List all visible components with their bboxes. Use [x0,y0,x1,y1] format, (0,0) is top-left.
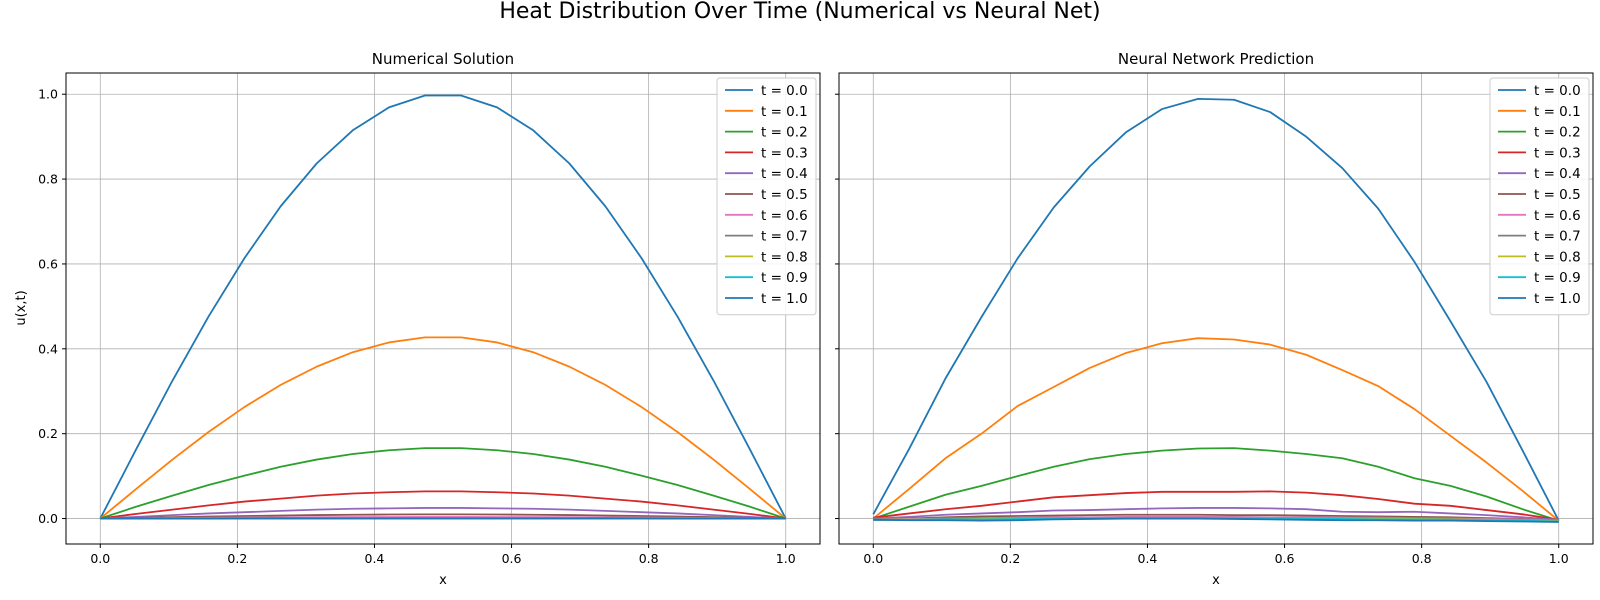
legend-label: t = 0.2 [1534,125,1581,141]
grid [66,73,820,544]
x-tick-label: 1.0 [776,551,796,566]
series-line-0 [872,97,1560,522]
legend-label: t = 1.0 [761,291,808,307]
legend-label: t = 0.3 [1534,145,1581,161]
legend: t = 0.0 t = 0.1 t = 0.2 t = 0.3 t = 0.4 t = 0… [1489,77,1590,316]
series-line-1 [872,337,1560,522]
x-axis-label: x [439,573,447,588]
y-tick-label: 0.8 [38,172,58,187]
panel-title: Numerical Solution [372,50,514,68]
y-tick-label: 1.0 [38,87,58,102]
panel-title: Neural Network Prediction [1118,50,1314,68]
series-line-2 [99,447,787,520]
series-line-5 [873,513,1559,522]
ticks: 0.0 0.2 0.4 0.6 0.8 1.0 [835,93,1569,566]
x-tick-label: 0.8 [639,551,659,566]
series-lines [99,94,787,520]
legend-label: t = 0.2 [761,125,808,141]
legend-label: t = 0.1 [761,104,808,120]
series-line-1 [99,336,787,520]
y-tick-label: 0.4 [38,341,58,356]
y-tick-label: 0.6 [38,256,58,271]
legend-label: t = 0.9 [761,270,808,286]
legend-label: t = 0.7 [761,229,808,245]
legend-label: t = 0.6 [761,208,808,224]
legend-label: t = 1.0 [1534,291,1581,307]
x-axis-label: x [1212,573,1220,588]
plot-frame [838,72,1594,545]
ticks: 0.0 0.2 0.4 0.6 0.8 1.0 0.0 0.2 0.4 0.6 0.8 1.0 [38,87,796,566]
x-tick-label: 0.0 [90,551,110,566]
series-line-3 [100,490,786,520]
numerical-solution-panel: Numerical Solution 0.0 0.2 0.4 0.6 0.8 1.00.0… [14,50,821,588]
figure-title: Heat Distribution Over Time (Numerical v… [499,0,1100,24]
series-line-3 [873,490,1559,521]
legend-label: t = 0.0 [761,83,808,99]
legend-label: t = 0.8 [761,249,808,265]
legend-label: t = 0.5 [1534,187,1581,203]
x-tick-label: 0.8 [1412,551,1432,566]
legend-label: t = 0.1 [1534,104,1581,120]
legend-label: t = 0.7 [1534,229,1581,245]
x-tick-label: 0.4 [1138,551,1158,566]
x-tick-label: 0.6 [502,551,522,566]
legend-label: t = 0.9 [1534,270,1581,286]
y-tick-label: 0.2 [38,426,58,441]
legend-label: t = 0.4 [761,166,808,182]
grid [839,73,1593,544]
series-line-5 [100,513,786,520]
series-lines [872,97,1560,523]
y-axis-label: u(x,t) [14,290,29,325]
series-line-10 [873,517,1559,523]
x-tick-label: 0.2 [227,551,247,566]
plot-frame [65,72,821,545]
legend-label: t = 0.5 [761,187,808,203]
x-tick-label: 1.0 [1549,551,1569,566]
legend-label: t = 0.8 [1534,249,1581,265]
x-tick-label: 0.6 [1275,551,1295,566]
series-line-2 [872,447,1560,522]
legend-label: t = 0.6 [1534,208,1581,224]
x-tick-label: 0.4 [365,551,385,566]
series-line-0 [99,94,787,519]
series-line-4 [873,507,1559,521]
neural-network-panel: Neural Network Prediction 0.0 0.2 0.4 0.6 0.… [835,50,1594,588]
series-line-4 [100,507,786,520]
legend: t = 0.0 t = 0.1 t = 0.2 t = 0.3 t = 0.4 t = 0… [716,77,817,316]
y-tick-label: 0.0 [38,511,58,526]
x-tick-label: 0.0 [863,551,883,566]
legend-label: t = 0.4 [1534,166,1581,182]
legend-label: t = 0.3 [761,145,808,161]
x-tick-label: 0.2 [1000,551,1020,566]
legend-label: t = 0.0 [1534,83,1581,99]
